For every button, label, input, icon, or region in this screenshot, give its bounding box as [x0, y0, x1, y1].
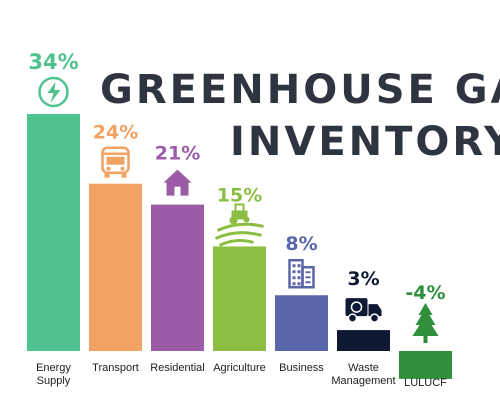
bar-business — [275, 295, 328, 351]
category-label-transport: Transport — [92, 362, 139, 374]
chart-title-line-2: INVENTORY — [230, 119, 500, 165]
office-building-icon — [288, 258, 315, 289]
chart-title-line-1: GREENHOUSE GAS — [100, 67, 500, 113]
value-label-agriculture: 15% — [217, 184, 262, 206]
tractor-field-icon — [214, 203, 264, 247]
category-label-lulucf: LULUCF — [404, 377, 447, 389]
pine-tree-icon — [412, 303, 439, 343]
bar-lulucf — [399, 351, 452, 379]
value-label-lulucf: -4% — [405, 282, 445, 304]
category-label-residential: Residential — [150, 362, 204, 374]
lightning-icon — [38, 76, 69, 108]
bus-icon — [101, 146, 130, 178]
bar-agriculture — [213, 246, 266, 351]
category-label-business: Business — [279, 362, 324, 374]
category-label-agriculture: Agriculture — [213, 362, 266, 374]
bar-waste-management — [337, 330, 390, 351]
value-label-residential: 21% — [155, 143, 200, 165]
value-label-waste-management: 3% — [347, 268, 379, 290]
value-label-energy-supply: 34% — [28, 50, 78, 74]
category-label-energy-supply: Energy Supply — [36, 362, 71, 387]
recycling-truck-icon — [345, 298, 382, 323]
bar-energy-supply — [27, 114, 80, 352]
value-label-business: 8% — [285, 233, 317, 255]
category-label-waste-management: Waste Management — [331, 362, 395, 387]
value-label-transport: 24% — [93, 122, 138, 144]
bar-transport — [89, 183, 142, 351]
bar-residential — [151, 204, 204, 351]
house-icon — [163, 169, 192, 196]
